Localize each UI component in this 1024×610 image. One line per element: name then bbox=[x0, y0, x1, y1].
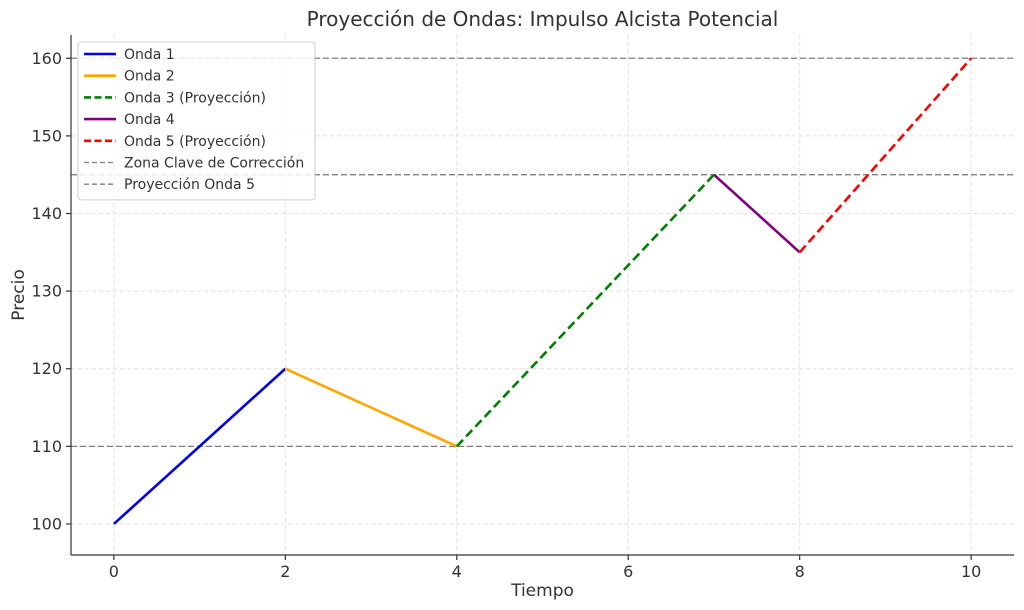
y-tick-label: 140 bbox=[31, 204, 62, 223]
x-tick-label: 4 bbox=[452, 562, 462, 581]
y-tick-label: 110 bbox=[31, 437, 62, 456]
x-tick-label: 6 bbox=[623, 562, 633, 581]
chart-title: Proyección de Ondas: Impulso Alcista Pot… bbox=[307, 7, 779, 31]
legend-label: Onda 5 (Proyección) bbox=[124, 134, 266, 150]
y-tick-label: 150 bbox=[31, 126, 62, 145]
series-line bbox=[284, 367, 458, 448]
y-axis-label: Precio bbox=[9, 269, 29, 321]
x-tick-label: 8 bbox=[795, 562, 805, 581]
legend-label: Zona Clave de Corrección bbox=[124, 156, 304, 172]
legend-label: Onda 1 bbox=[124, 47, 175, 63]
legend-label: Onda 3 (Proyección) bbox=[124, 90, 266, 106]
axes bbox=[70, 35, 1014, 556]
series-line bbox=[713, 173, 801, 254]
x-tick-label: 0 bbox=[109, 562, 119, 581]
y-tick-label: 160 bbox=[31, 49, 62, 68]
series-line bbox=[455, 173, 715, 448]
series-line bbox=[798, 57, 973, 254]
x-tick-label: 2 bbox=[280, 562, 290, 581]
x-tick-label: 10 bbox=[961, 562, 981, 581]
legend-box bbox=[77, 41, 316, 201]
y-tick-label: 120 bbox=[31, 359, 62, 378]
ticks: 0 2 4 6 8 10 100 110 120 130 140 150 160 bbox=[31, 49, 981, 581]
series-line bbox=[112, 367, 287, 525]
y-tick-label: 100 bbox=[31, 514, 62, 533]
legend-label: Onda 2 bbox=[124, 69, 175, 85]
y-tick-label: 130 bbox=[31, 282, 62, 301]
legend-label: Proyección Onda 5 bbox=[124, 177, 255, 193]
series-lines bbox=[112, 57, 973, 525]
x-axis-label: Tiempo bbox=[510, 581, 574, 601]
legend: Onda 1 Onda 2 Onda 3 (Proyección) Onda 4 Ond… bbox=[77, 41, 316, 201]
legend-label: Onda 4 bbox=[124, 112, 175, 128]
